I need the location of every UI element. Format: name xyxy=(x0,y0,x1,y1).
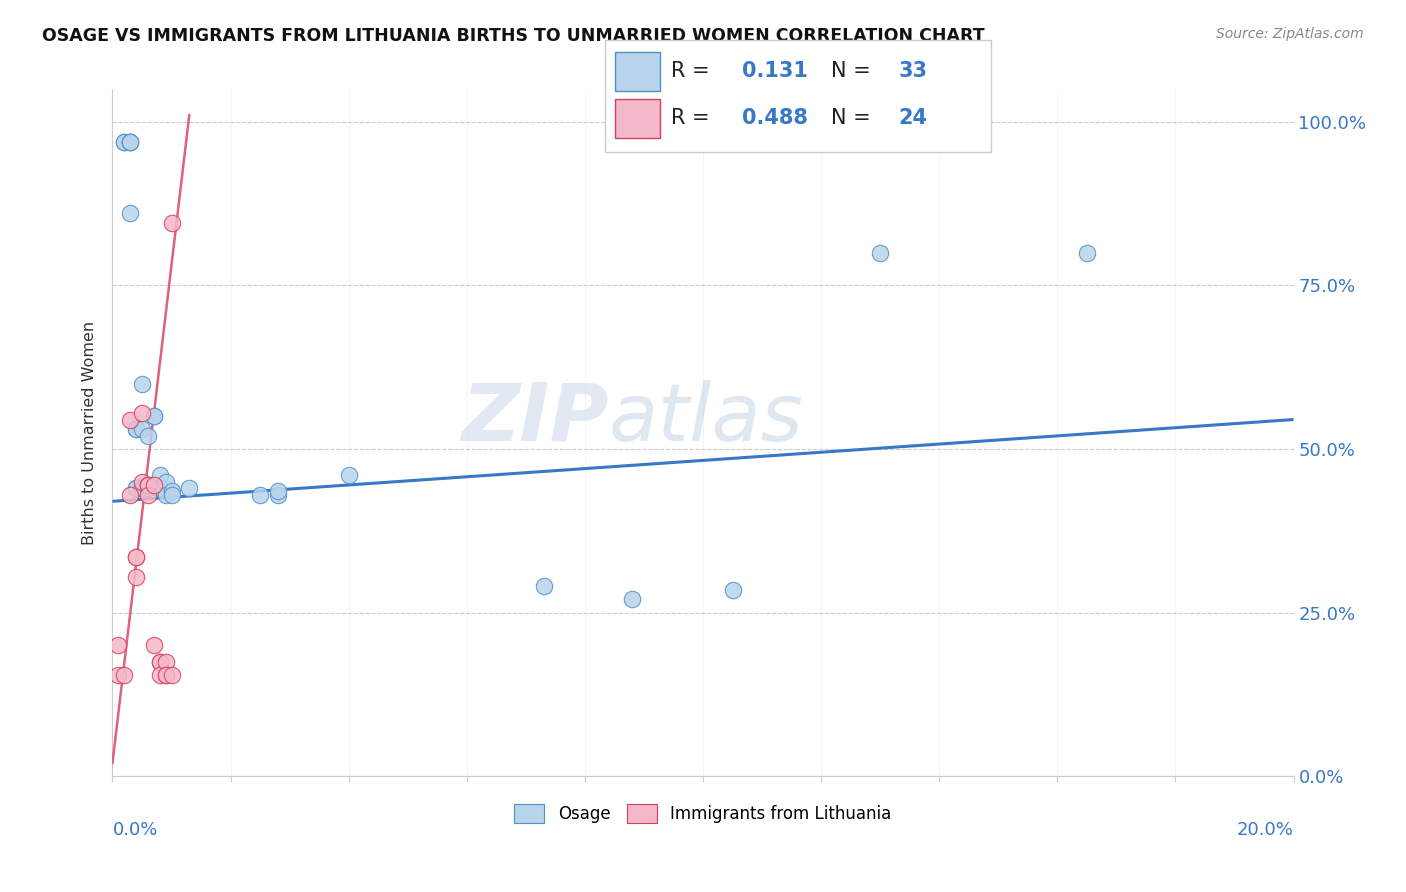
Point xyxy=(112,135,135,149)
Text: 0.0%: 0.0% xyxy=(112,821,157,838)
Point xyxy=(107,667,129,681)
Point xyxy=(120,135,142,149)
Point xyxy=(136,488,159,502)
Y-axis label: Births to Unmarried Women: Births to Unmarried Women xyxy=(82,320,97,545)
Point xyxy=(621,592,644,607)
Point xyxy=(120,135,142,149)
Text: 0.488: 0.488 xyxy=(742,109,808,128)
Text: R =: R = xyxy=(671,62,717,81)
Point xyxy=(112,135,135,149)
Point xyxy=(120,412,142,426)
Point xyxy=(125,481,148,495)
Point xyxy=(131,376,153,391)
Point xyxy=(136,478,159,492)
Point xyxy=(337,468,360,483)
Point xyxy=(136,429,159,443)
Point xyxy=(107,638,129,652)
Text: OSAGE VS IMMIGRANTS FROM LITHUANIA BIRTHS TO UNMARRIED WOMEN CORRELATION CHART: OSAGE VS IMMIGRANTS FROM LITHUANIA BIRTH… xyxy=(42,27,984,45)
FancyBboxPatch shape xyxy=(616,99,659,138)
Point xyxy=(142,638,165,652)
Point xyxy=(125,481,148,495)
Point xyxy=(120,488,142,502)
Point xyxy=(533,579,555,593)
Point xyxy=(120,206,142,220)
Point xyxy=(149,481,172,495)
Point xyxy=(267,484,290,499)
Point xyxy=(155,667,177,681)
Point xyxy=(267,488,290,502)
Point xyxy=(131,481,153,495)
Point xyxy=(125,422,148,436)
Text: 0.131: 0.131 xyxy=(742,62,808,81)
Point xyxy=(149,655,172,669)
Text: 24: 24 xyxy=(898,109,928,128)
Point xyxy=(136,478,159,492)
Point xyxy=(131,422,153,436)
Text: ZIP: ZIP xyxy=(461,380,609,458)
Point xyxy=(149,468,172,483)
Point xyxy=(149,667,172,681)
Point xyxy=(136,478,159,492)
Text: N =: N = xyxy=(831,109,877,128)
Point xyxy=(160,488,183,502)
Point xyxy=(125,569,148,583)
Text: N =: N = xyxy=(831,62,877,81)
Point xyxy=(142,478,165,492)
Legend: Osage, Immigrants from Lithuania: Osage, Immigrants from Lithuania xyxy=(508,797,898,830)
Point xyxy=(160,216,183,230)
Point xyxy=(869,245,891,260)
Text: Source: ZipAtlas.com: Source: ZipAtlas.com xyxy=(1216,27,1364,41)
Point xyxy=(131,406,153,420)
Point xyxy=(136,481,159,495)
Point xyxy=(125,549,148,564)
Text: 33: 33 xyxy=(898,62,928,81)
Point xyxy=(249,488,271,502)
FancyBboxPatch shape xyxy=(616,52,659,91)
Point xyxy=(155,667,177,681)
Point xyxy=(125,422,148,436)
Point xyxy=(155,488,177,502)
Point xyxy=(131,475,153,489)
Point xyxy=(155,475,177,489)
Point xyxy=(112,667,135,681)
Point xyxy=(120,135,142,149)
Text: 20.0%: 20.0% xyxy=(1237,821,1294,838)
Point xyxy=(1076,245,1098,260)
Point xyxy=(721,582,744,597)
Point xyxy=(179,481,201,495)
Point xyxy=(160,667,183,681)
Point xyxy=(125,549,148,564)
Point xyxy=(155,655,177,669)
Text: R =: R = xyxy=(671,109,717,128)
Point xyxy=(149,655,172,669)
Point xyxy=(142,409,165,424)
Point xyxy=(160,484,183,499)
Point xyxy=(142,409,165,424)
Text: atlas: atlas xyxy=(609,380,803,458)
